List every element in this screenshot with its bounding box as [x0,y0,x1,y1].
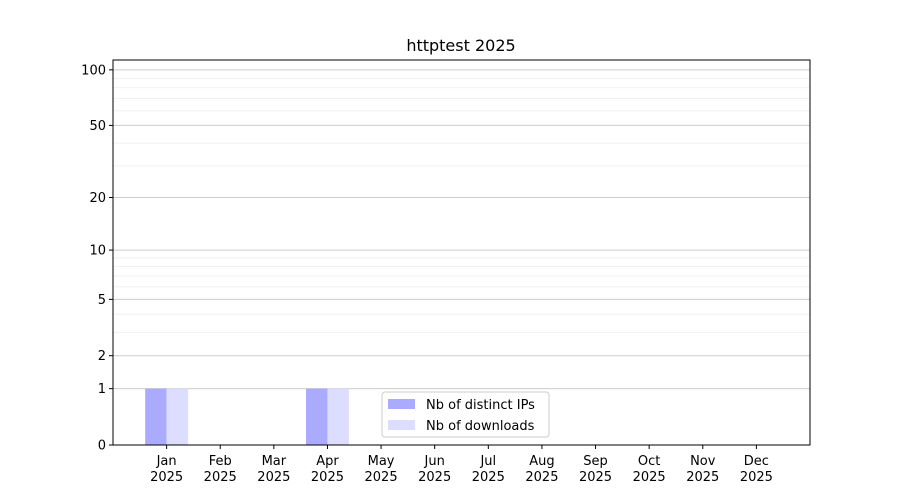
x-tick-label: Jan 2025 [150,454,183,485]
x-tick-label-line: Apr [316,454,339,469]
x-tick-label-line: 2025 [311,470,344,485]
legend-label: Nb of distinct IPs [426,398,535,413]
x-tick-label-line: 2025 [686,470,719,485]
legend-swatch [388,420,415,430]
y-tick-label: 1 [98,382,106,397]
legend-swatch [388,399,415,409]
x-tick-label-line: 2025 [740,470,773,485]
x-tick-label-line: Oct [638,454,660,469]
x-tick-label: Apr 2025 [311,454,344,485]
x-tick-label: Mar 2025 [257,454,290,485]
x-tick-label: Nov 2025 [686,454,719,485]
x-tick-label-line: Mar [262,454,287,469]
legend-label: Nb of downloads [426,419,535,434]
x-tick-label-line: 2025 [365,470,398,485]
x-tick-label-line: 2025 [525,470,558,485]
x-tick-label-line: Dec [744,454,769,469]
legend-box [381,391,550,438]
x-tick-label-line: 2025 [472,470,505,485]
x-tick-label-line: 2025 [150,470,183,485]
bar [145,388,167,445]
x-tick-label-line: Jan [156,454,177,469]
x-tick-label-line: Jun [424,454,445,469]
y-tick-label: 10 [89,244,106,259]
x-tick-label-line: May [368,454,395,469]
plot-frame [112,59,811,446]
x-tick-label: Sep 2025 [579,454,612,485]
x-tick-label-line: 2025 [418,470,451,485]
y-tick-label: 5 [98,293,106,308]
x-tick-label: Jun 2025 [418,454,451,485]
x-tick-label-line: Sep [583,454,608,469]
y-tick-label: 100 [81,63,106,78]
x-tick-label: Aug 2025 [525,454,558,485]
x-tick-label-line: Nov [690,454,716,469]
chart-title: httptest 2025 [406,36,515,55]
y-tick-label: 20 [89,191,106,206]
y-tick-label: 0 [98,439,106,454]
y-tick-label: 2 [98,349,106,364]
x-tick-label-line: 2025 [633,470,666,485]
x-tick-label: May 2025 [365,454,398,485]
x-tick-label-line: 2025 [204,470,237,485]
bar [166,388,189,445]
x-tick-label: Feb 2025 [204,454,237,485]
x-tick-label: Oct 2025 [633,454,666,485]
x-tick-label-line: Jul [479,454,496,469]
y-tick-label: 50 [89,119,106,134]
x-tick-label-line: 2025 [579,470,612,485]
x-tick-label: Dec 2025 [740,454,773,485]
x-tick-label-line: Aug [529,454,554,469]
bar [327,388,349,445]
bar [306,388,328,445]
x-tick-label: Jul 2025 [472,454,505,485]
x-tick-label-line: 2025 [257,470,290,485]
x-tick-label-line: Feb [209,454,232,469]
